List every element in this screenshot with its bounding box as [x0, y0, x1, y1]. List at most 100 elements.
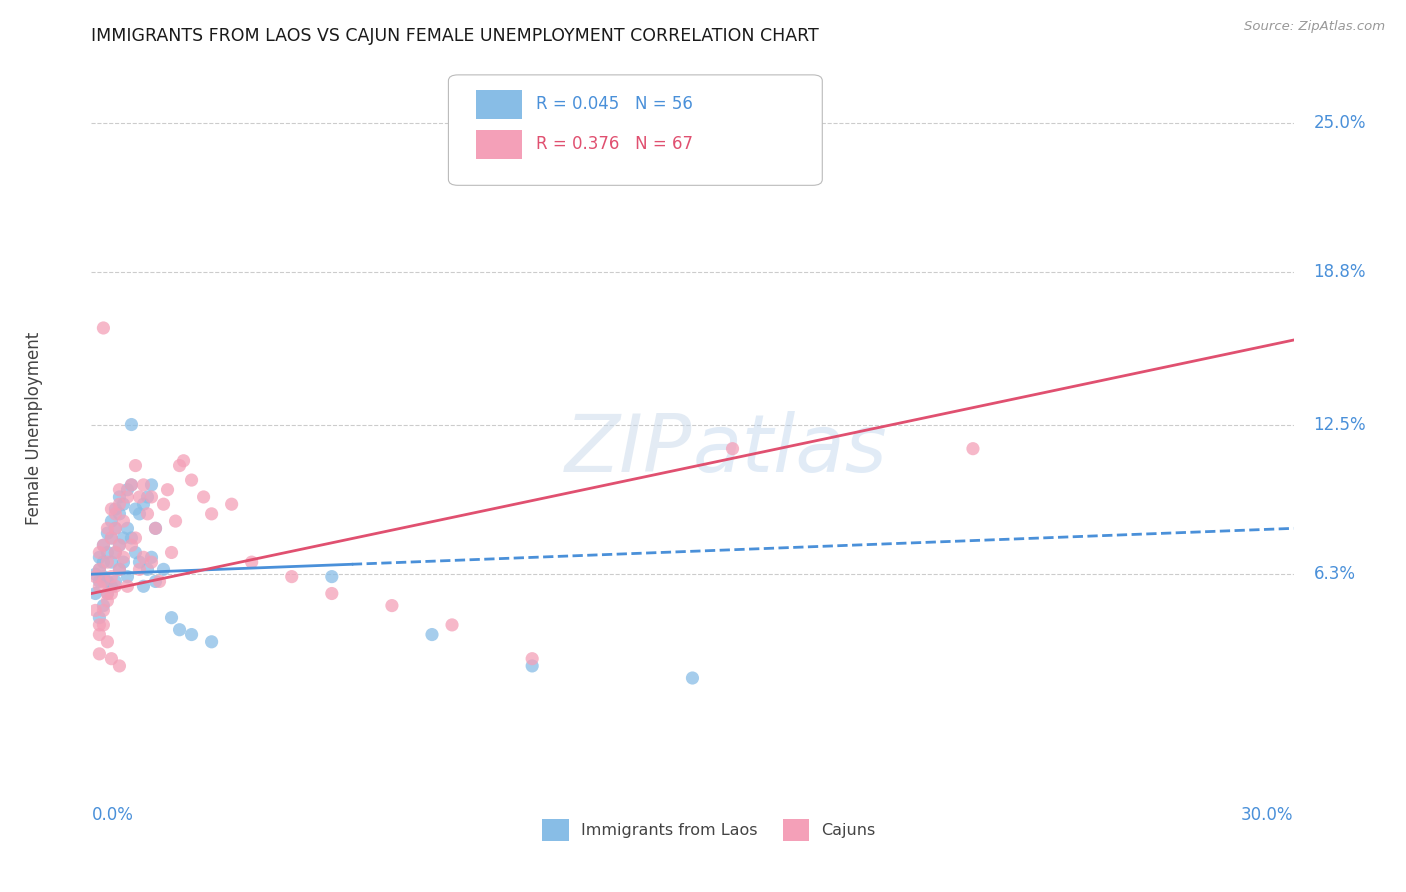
Point: [124, 545, 146, 559]
Point: [193, 490, 215, 504]
FancyBboxPatch shape: [449, 75, 823, 186]
Point: [132, 550, 155, 565]
Point: [321, 586, 343, 600]
Point: [100, 502, 122, 516]
Point: [165, 514, 187, 528]
Point: [148, 574, 170, 589]
Text: atlas: atlas: [692, 411, 887, 489]
Point: [112, 514, 135, 528]
Point: [281, 569, 304, 583]
Point: [201, 635, 224, 649]
Point: [112, 497, 135, 511]
Text: 6.3%: 6.3%: [1313, 566, 1355, 583]
Point: [112, 555, 135, 569]
Text: 30.0%: 30.0%: [1241, 806, 1294, 824]
Bar: [477, 129, 522, 159]
Point: [522, 659, 544, 673]
Point: [96, 521, 118, 535]
Point: [128, 507, 150, 521]
Point: [89, 579, 111, 593]
Bar: [477, 89, 522, 119]
Point: [132, 497, 155, 511]
Point: [84, 586, 107, 600]
Point: [96, 574, 118, 589]
Point: [112, 550, 135, 565]
Point: [201, 507, 224, 521]
Point: [104, 545, 127, 559]
Point: [100, 531, 122, 545]
Point: [117, 569, 139, 583]
Text: Immigrants from Laos: Immigrants from Laos: [581, 822, 758, 838]
Point: [89, 618, 111, 632]
Point: [104, 507, 127, 521]
Point: [117, 579, 139, 593]
Point: [89, 627, 111, 641]
Point: [93, 618, 115, 632]
Point: [108, 562, 131, 576]
Text: 25.0%: 25.0%: [1313, 114, 1367, 132]
Point: [84, 603, 107, 617]
Point: [124, 502, 146, 516]
Point: [93, 603, 115, 617]
Point: [89, 545, 111, 559]
Point: [145, 574, 167, 589]
Text: R = 0.376   N = 67: R = 0.376 N = 67: [536, 136, 693, 153]
Point: [121, 538, 143, 552]
Text: R = 0.045   N = 56: R = 0.045 N = 56: [536, 95, 693, 113]
Point: [128, 555, 150, 569]
Text: 12.5%: 12.5%: [1313, 416, 1367, 434]
Point: [100, 586, 122, 600]
Point: [89, 562, 111, 576]
Point: [145, 521, 167, 535]
Point: [121, 417, 143, 432]
Point: [108, 538, 131, 552]
Text: IMMIGRANTS FROM LAOS VS CAJUN FEMALE UNEMPLOYMENT CORRELATION CHART: IMMIGRANTS FROM LAOS VS CAJUN FEMALE UNE…: [91, 27, 820, 45]
Point: [100, 651, 122, 665]
Point: [124, 531, 146, 545]
Point: [104, 521, 127, 535]
Point: [100, 569, 122, 583]
Text: 0.0%: 0.0%: [91, 806, 134, 824]
Point: [100, 555, 122, 569]
Point: [136, 490, 159, 504]
Point: [96, 586, 118, 600]
Point: [108, 497, 131, 511]
Point: [156, 483, 179, 497]
Point: [321, 569, 343, 583]
Point: [96, 593, 118, 607]
Text: ZIP: ZIP: [565, 411, 692, 489]
Point: [169, 458, 191, 473]
Point: [89, 647, 111, 661]
Point: [108, 483, 131, 497]
Point: [141, 490, 163, 504]
Point: [108, 562, 131, 576]
Point: [100, 579, 122, 593]
Point: [93, 321, 115, 335]
Point: [96, 545, 118, 559]
Point: [89, 610, 111, 624]
Point: [104, 502, 127, 516]
Point: [84, 569, 107, 583]
Point: [93, 574, 115, 589]
Point: [180, 473, 202, 487]
Point: [93, 555, 115, 569]
Point: [100, 531, 122, 545]
Point: [93, 538, 115, 552]
Point: [121, 478, 143, 492]
Point: [112, 531, 135, 545]
Point: [104, 574, 127, 589]
Point: [681, 671, 703, 685]
Point: [108, 490, 131, 504]
Point: [108, 507, 131, 521]
Point: [93, 538, 115, 552]
Point: [128, 562, 150, 576]
Point: [96, 526, 118, 541]
Point: [104, 521, 127, 535]
Point: [93, 569, 115, 583]
Point: [96, 555, 118, 569]
Point: [117, 483, 139, 497]
Point: [96, 586, 118, 600]
Point: [160, 545, 183, 559]
Bar: [543, 819, 568, 841]
Point: [160, 610, 183, 624]
